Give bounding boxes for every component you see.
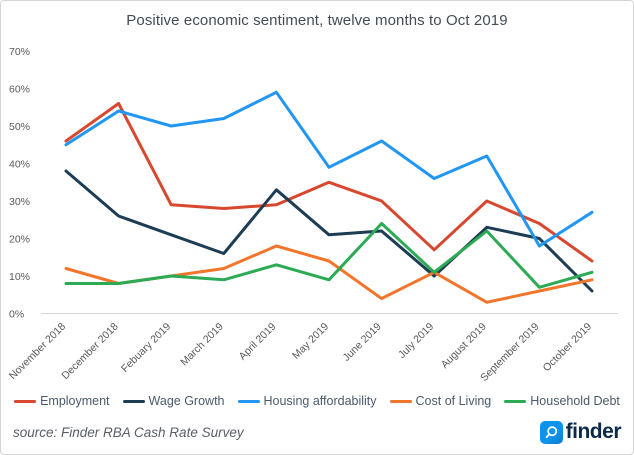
- legend-item-employment: Employment: [14, 394, 110, 408]
- x-axis-label: December 2018: [59, 321, 120, 382]
- legend-label: Cost of Living: [415, 394, 492, 408]
- chart-line-wage-growth: [64, 169, 594, 293]
- plot-area: 0%10%20%30%40%50%60%70%November 2018Dece…: [7, 46, 618, 384]
- legend-label: Housing affordability: [263, 394, 377, 408]
- finder-logo: finder: [539, 420, 622, 444]
- x-axis-label: August 2019: [439, 321, 489, 371]
- source-text: source: Finder RBA Cash Rate Survey: [13, 425, 244, 440]
- y-axis-label: 40%: [9, 159, 30, 171]
- legend-label: Wage Growth: [148, 394, 225, 408]
- y-axis-label: 20%: [9, 234, 30, 246]
- legend-item-cost-of-living: Cost of Living: [389, 394, 492, 408]
- x-axis-label: July 2019: [396, 321, 436, 361]
- y-axis-label: 10%: [9, 271, 30, 283]
- legend-label: Household Debt: [530, 394, 620, 408]
- chart-line-housing-affordability: [64, 90, 594, 248]
- legend-swatch: [237, 399, 260, 403]
- legend: Employment Wage Growth Housing affordabili…: [1, 394, 633, 408]
- legend-swatch: [389, 399, 412, 403]
- footer: source: Finder RBA Cash Rate Survey find…: [1, 416, 633, 454]
- x-axis-label: April 2019: [237, 321, 279, 363]
- magnifier-icon: [539, 420, 563, 444]
- legend-item-housing-affordability: Housing affordability: [237, 394, 377, 408]
- x-axis-label: June 2019: [341, 321, 384, 364]
- y-axis-label: 70%: [9, 46, 30, 58]
- legend-swatch: [14, 399, 37, 403]
- x-axis-label: March 2019: [178, 321, 226, 369]
- chart-title: Positive economic sentiment, twelve mont…: [126, 12, 508, 29]
- legend-item-household-debt: Household Debt: [504, 394, 620, 408]
- chart-line-employment: [64, 102, 594, 263]
- legend-swatch: [504, 399, 527, 403]
- x-axis-label: May 2019: [290, 321, 331, 362]
- y-axis-label: 0%: [9, 309, 24, 321]
- x-axis-label: October 2019: [541, 321, 595, 375]
- legend-label: Employment: [40, 394, 110, 408]
- legend-swatch: [122, 399, 145, 403]
- y-axis-label: 60%: [9, 84, 30, 96]
- chart-line-household-debt: [64, 222, 594, 289]
- chart-line-cost-of-living: [64, 244, 594, 304]
- brand-name: finder: [565, 420, 622, 443]
- legend-item-wage-growth: Wage Growth: [122, 394, 225, 408]
- y-axis-label: 30%: [9, 196, 30, 208]
- y-axis-label: 50%: [9, 121, 30, 133]
- x-axis-label: Febuary 2019: [119, 321, 173, 375]
